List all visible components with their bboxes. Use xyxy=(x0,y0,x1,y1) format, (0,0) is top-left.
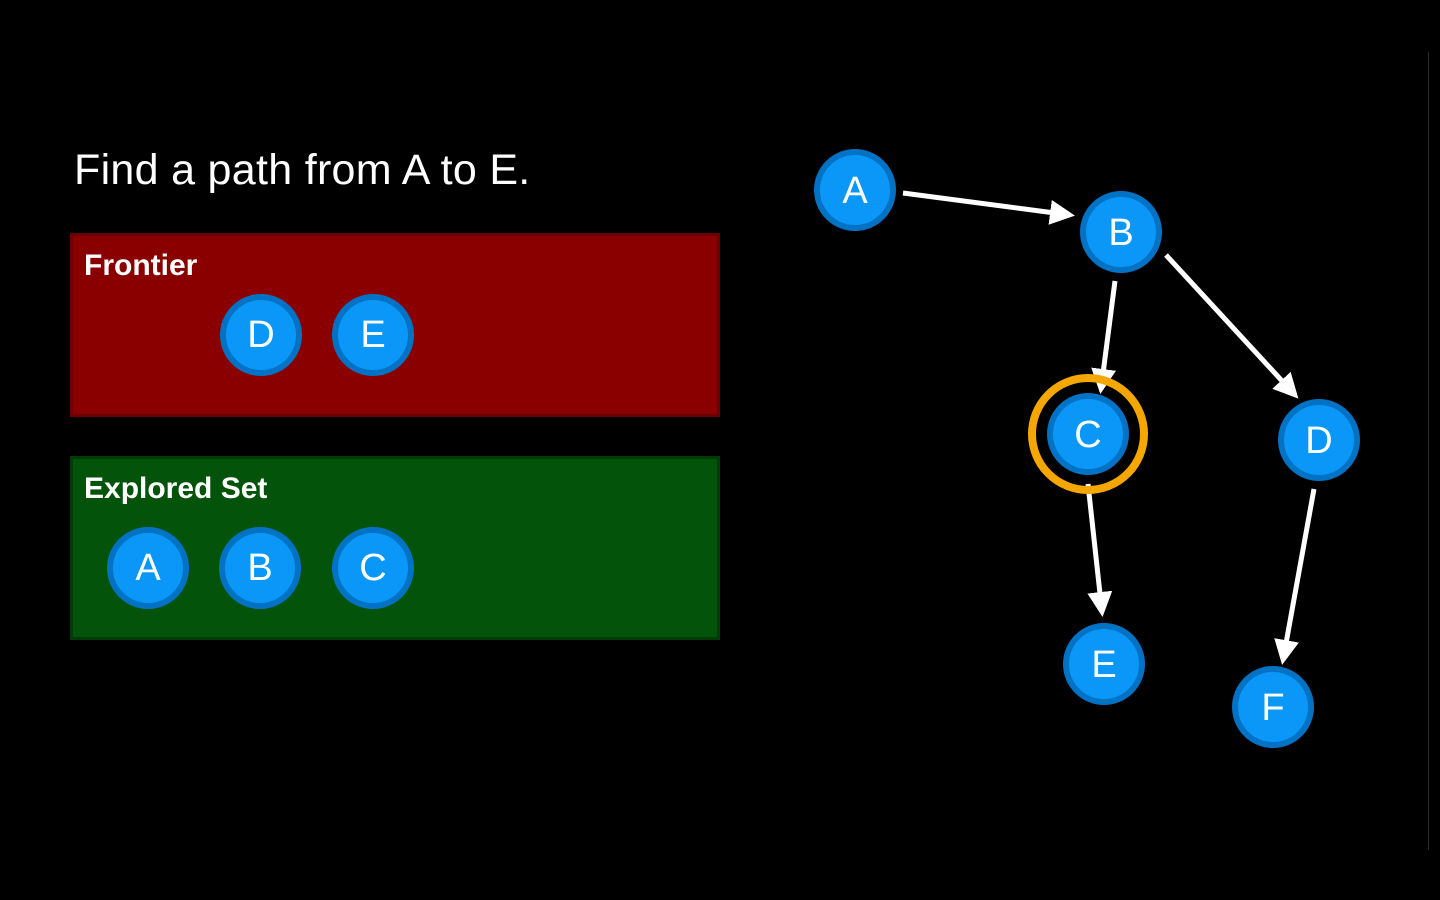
graph-node-d-label: D xyxy=(1305,420,1332,462)
frontier-node-d: D xyxy=(220,294,302,376)
explored-set-title: Explored Set xyxy=(84,472,268,505)
graph-node-c: C xyxy=(1028,374,1148,494)
explored-node-a: A xyxy=(107,527,189,609)
graph-node-c-label: C xyxy=(1074,414,1101,456)
edge-b-c xyxy=(1091,280,1118,394)
graph-node-b: B xyxy=(1080,191,1162,273)
graph-node-e-label: E xyxy=(1091,644,1116,686)
explored-node-c: C xyxy=(332,527,414,609)
graph-node-e: E xyxy=(1063,623,1145,705)
edge-b-d xyxy=(1164,253,1299,399)
explored-node-b: B xyxy=(219,527,301,609)
explored-set-panel: Explored Set A B C xyxy=(70,456,720,640)
slide-edge-divider xyxy=(1428,52,1429,850)
graph-node-b-label: B xyxy=(1108,212,1133,254)
frontier-node-e: E xyxy=(332,294,414,376)
frontier-panel: Frontier D E xyxy=(70,233,720,417)
frontier-title: Frontier xyxy=(84,249,198,282)
graph-node-f-label: F xyxy=(1261,687,1284,729)
edge-c-e xyxy=(1085,483,1113,617)
graph-node-a-label: A xyxy=(842,170,868,212)
task-prompt: Find a path from A to E. xyxy=(74,146,531,194)
current-node-highlight-ring xyxy=(1028,374,1148,494)
graph-node-d: D xyxy=(1278,399,1360,481)
edge-d-f xyxy=(1274,488,1317,665)
edge-a-b xyxy=(902,190,1075,225)
graph-node-a: A xyxy=(814,149,896,231)
graph-node-f: F xyxy=(1232,666,1314,748)
